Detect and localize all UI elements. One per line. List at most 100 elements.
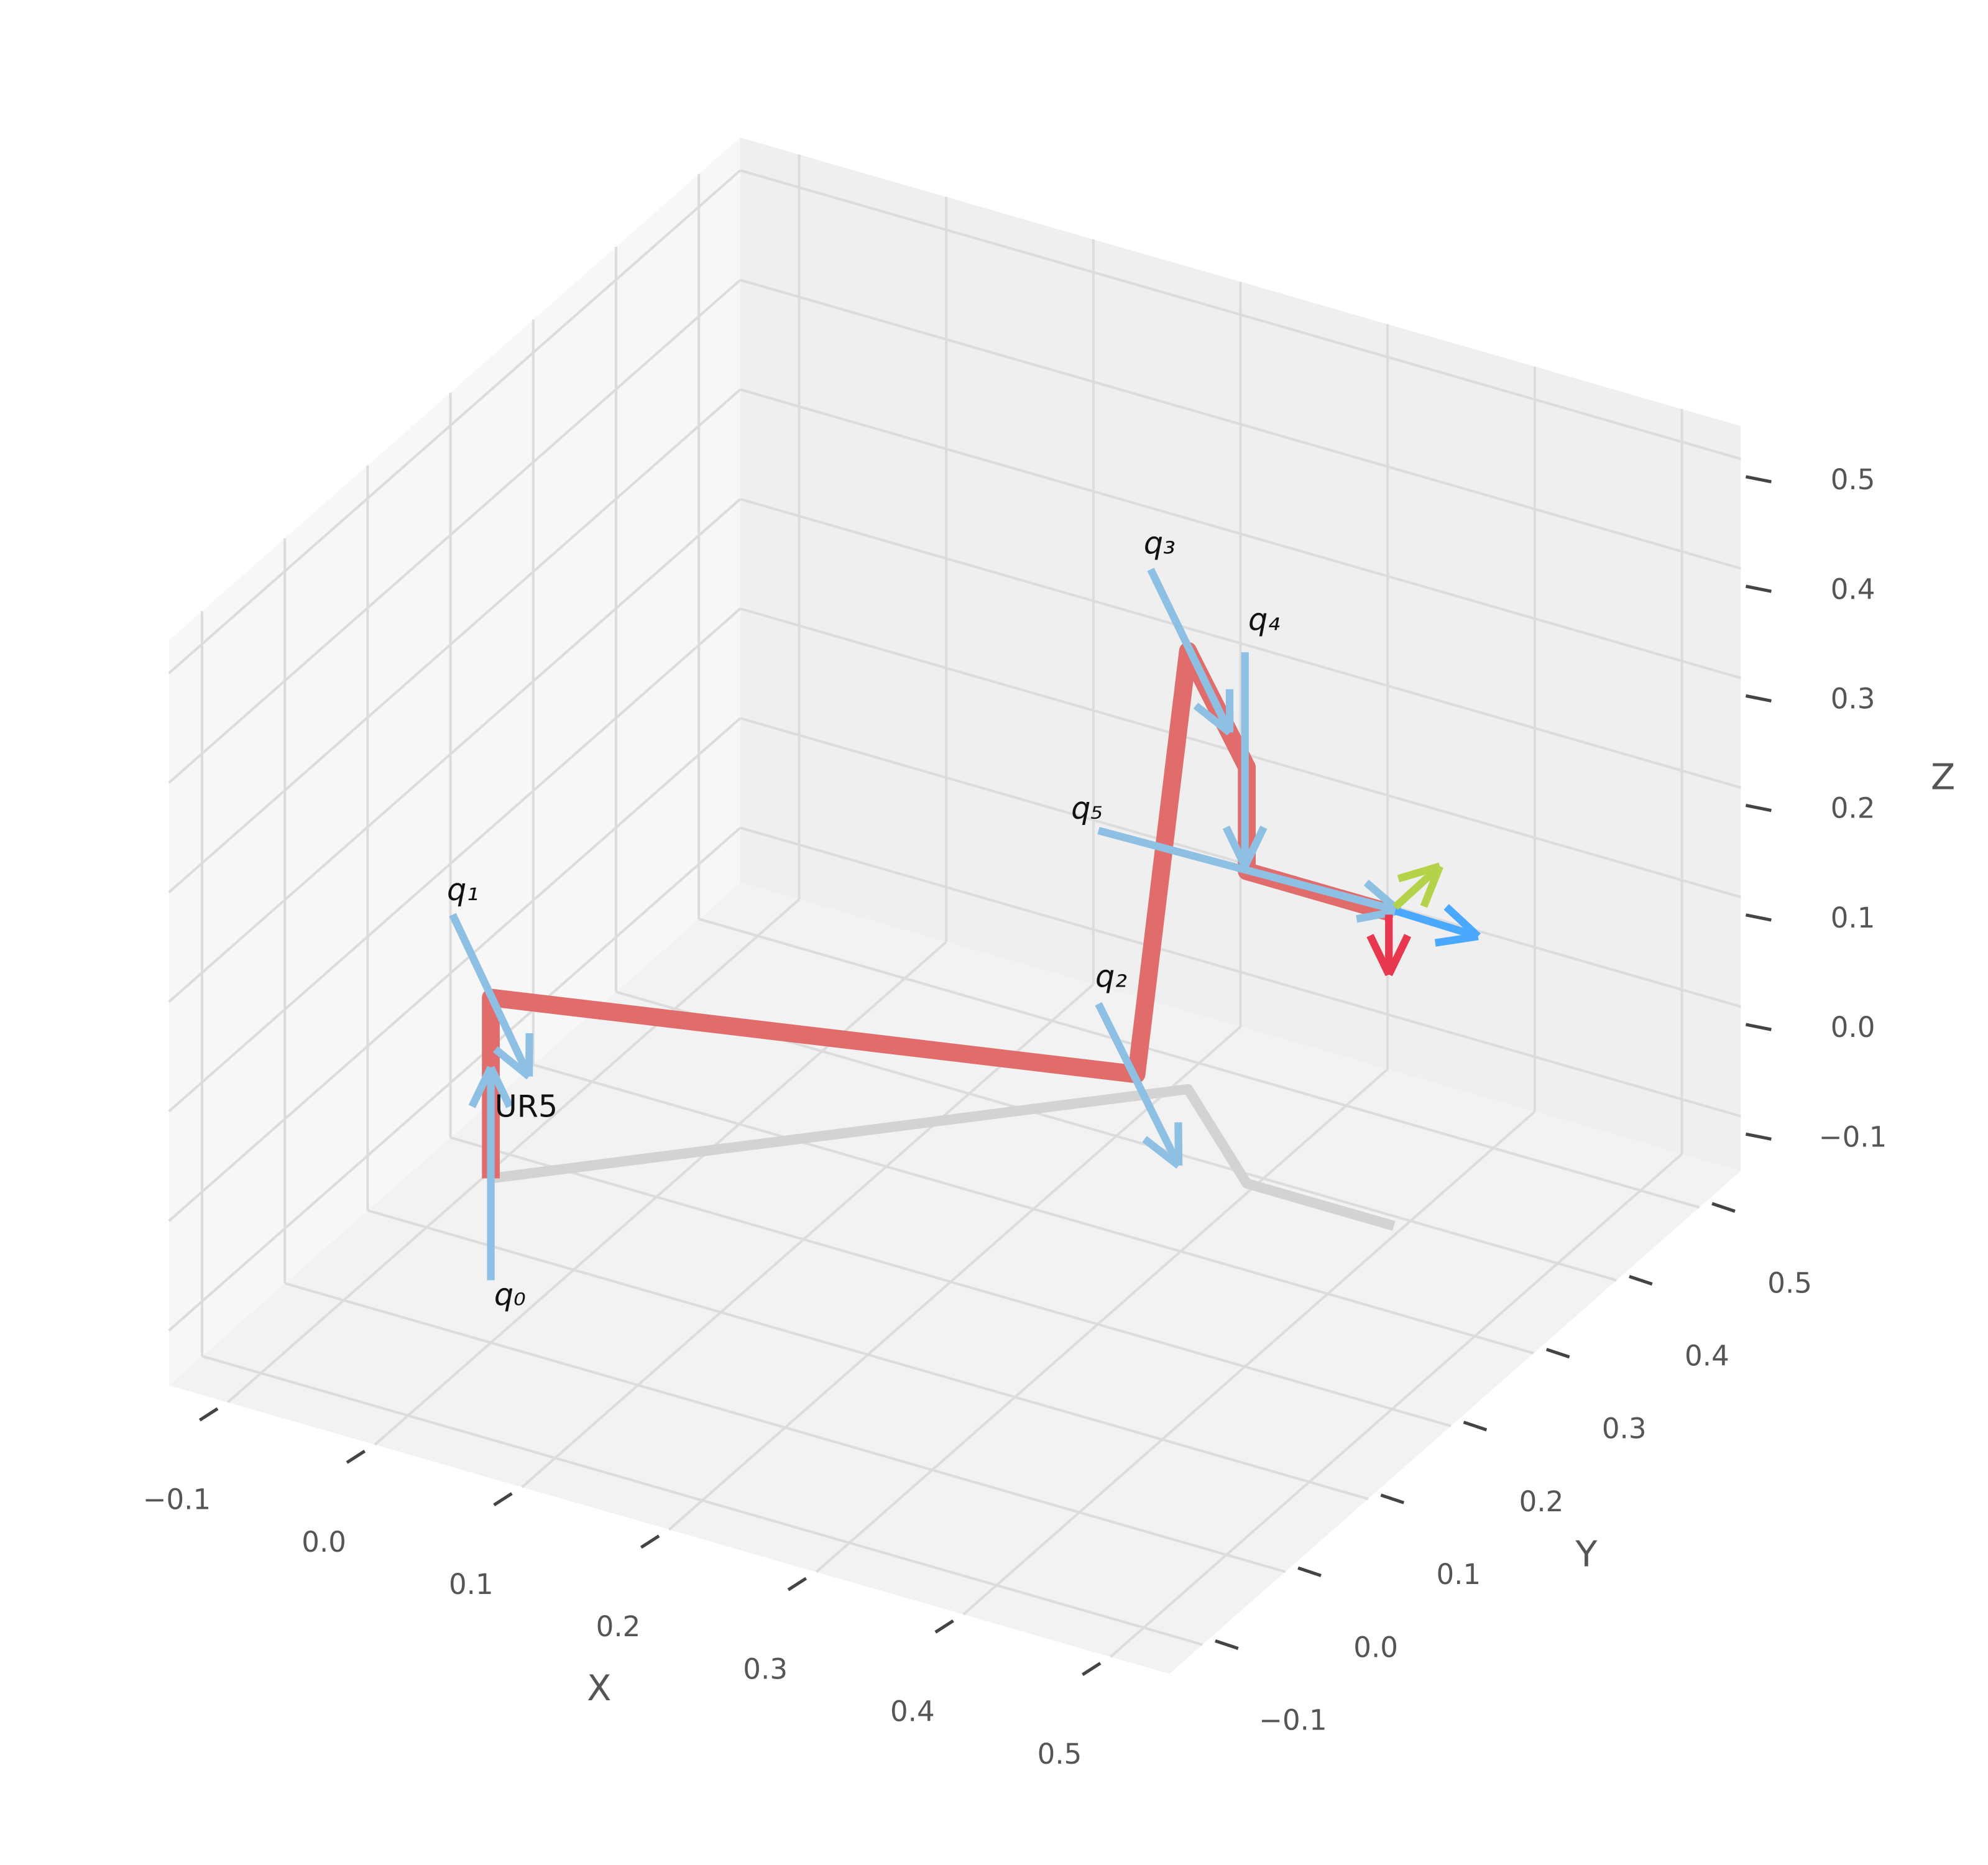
z-axis-label: Z (1931, 757, 1955, 798)
grid-line (815, 1068, 1389, 1573)
grid-line (168, 279, 742, 784)
tick-mark (934, 1619, 954, 1634)
z-tick-label: 0.0 (1831, 1011, 1875, 1044)
x-tick-label: 0.5 (1038, 1738, 1082, 1771)
tick-mark (1745, 1132, 1772, 1141)
x-tick-label: 0.3 (743, 1652, 788, 1685)
grid-line (962, 1110, 1536, 1616)
joint-axis-head (1142, 1136, 1181, 1169)
y-tick-label: 0.1 (1436, 1558, 1481, 1591)
grid-line (740, 826, 1741, 1118)
frame-axis (1392, 863, 1443, 910)
robot-shadow (490, 1084, 1396, 1231)
y-tick-label: 0.4 (1685, 1339, 1729, 1372)
frame-axis-head (1397, 862, 1441, 883)
joint-label: q₁ (447, 872, 479, 908)
tick-mark (1745, 584, 1772, 593)
x-tick-label: 0.0 (301, 1526, 346, 1559)
grid-line (450, 1136, 1452, 1427)
tick-mark (1380, 1493, 1405, 1504)
grid-line (740, 497, 1741, 789)
joint-axis-head (487, 1066, 513, 1108)
z-tick-label: 0.4 (1831, 573, 1875, 606)
z-tick-label: 0.3 (1831, 682, 1875, 715)
grid-line (168, 717, 742, 1222)
grid-line (201, 1355, 1203, 1646)
grid-line (698, 918, 1700, 1209)
grid-line (168, 826, 742, 1332)
x-tick-label: −0.1 (143, 1483, 211, 1516)
joint-axis-head (1363, 880, 1402, 914)
joint-axis-head (1356, 907, 1400, 923)
tick-mark (1745, 913, 1772, 922)
y-axis-label: Y (1575, 1534, 1598, 1575)
tick-mark (787, 1577, 808, 1591)
frame-axis-head (1434, 932, 1479, 947)
z-tick-label: 0.1 (1831, 901, 1875, 934)
y-tick-label: 0.0 (1353, 1631, 1398, 1664)
grid-line (668, 1026, 1241, 1531)
tick-mark (1463, 1421, 1488, 1432)
tick-mark (1297, 1566, 1322, 1577)
tick-mark (1545, 1348, 1570, 1359)
x-tick-label: 0.4 (890, 1695, 935, 1728)
joint-label: q₀ (494, 1277, 526, 1313)
joint-axis-head (468, 1066, 495, 1108)
grid-line (533, 1063, 1534, 1355)
tick-mark (1215, 1639, 1239, 1651)
y-tick-label: 0.5 (1767, 1266, 1812, 1299)
y-tick-label: −0.1 (1259, 1704, 1327, 1737)
x-tick-label: 0.2 (596, 1610, 641, 1643)
y-tick-label: 0.3 (1602, 1412, 1647, 1445)
grid-line (374, 941, 947, 1446)
frame-axis-head (1385, 934, 1412, 977)
grid-line (168, 498, 742, 1003)
grid-line (740, 279, 1741, 570)
joint-label: q₅ (1071, 790, 1103, 826)
joint-label: q₃ (1144, 525, 1176, 561)
joint-axis (1097, 827, 1401, 915)
joint-axis (1147, 568, 1233, 734)
grid-line (227, 898, 800, 1404)
tick-mark (1745, 804, 1772, 813)
tick-mark (1745, 475, 1772, 484)
frame-axis (1394, 907, 1479, 941)
left-pane (168, 137, 740, 1386)
tick-mark (1745, 1023, 1772, 1031)
tick-mark (640, 1534, 660, 1549)
grid-line (168, 389, 742, 893)
joint-axis-head (525, 1033, 533, 1077)
joint-axis-head (1174, 1122, 1183, 1166)
joint-axis-head (1222, 826, 1249, 868)
grid-line (521, 983, 1095, 1488)
z-tick-label: 0.5 (1831, 463, 1875, 496)
z-tick-label: −0.1 (1819, 1120, 1887, 1153)
tick-mark (1082, 1662, 1102, 1676)
tick-mark (1711, 1202, 1736, 1213)
joint-axis-head (1241, 826, 1268, 868)
grid-line (740, 388, 1741, 679)
grid-line (740, 169, 1741, 461)
grid-line (168, 607, 742, 1113)
tick-mark (1745, 694, 1772, 703)
x-axis-label: X (587, 1667, 611, 1709)
grid-line (1110, 1153, 1683, 1658)
grid-line (168, 169, 742, 675)
joint-axis (449, 913, 533, 1079)
joint-axis (1095, 1002, 1182, 1167)
frame-axis-head (1443, 904, 1481, 939)
grid-line (367, 1209, 1369, 1501)
joint-label: q₄ (1248, 602, 1280, 638)
tick-mark (1629, 1274, 1653, 1286)
tick-mark (346, 1450, 366, 1464)
joint-axis-head (492, 1046, 532, 1080)
x-tick-label: 0.1 (449, 1568, 494, 1601)
y-tick-label: 0.2 (1519, 1485, 1564, 1518)
tick-mark (198, 1407, 219, 1422)
joint-axis-head (1193, 702, 1232, 736)
z-tick-label: 0.2 (1831, 792, 1875, 825)
robot-name: UR5 (495, 1088, 558, 1124)
tick-mark (493, 1492, 513, 1507)
